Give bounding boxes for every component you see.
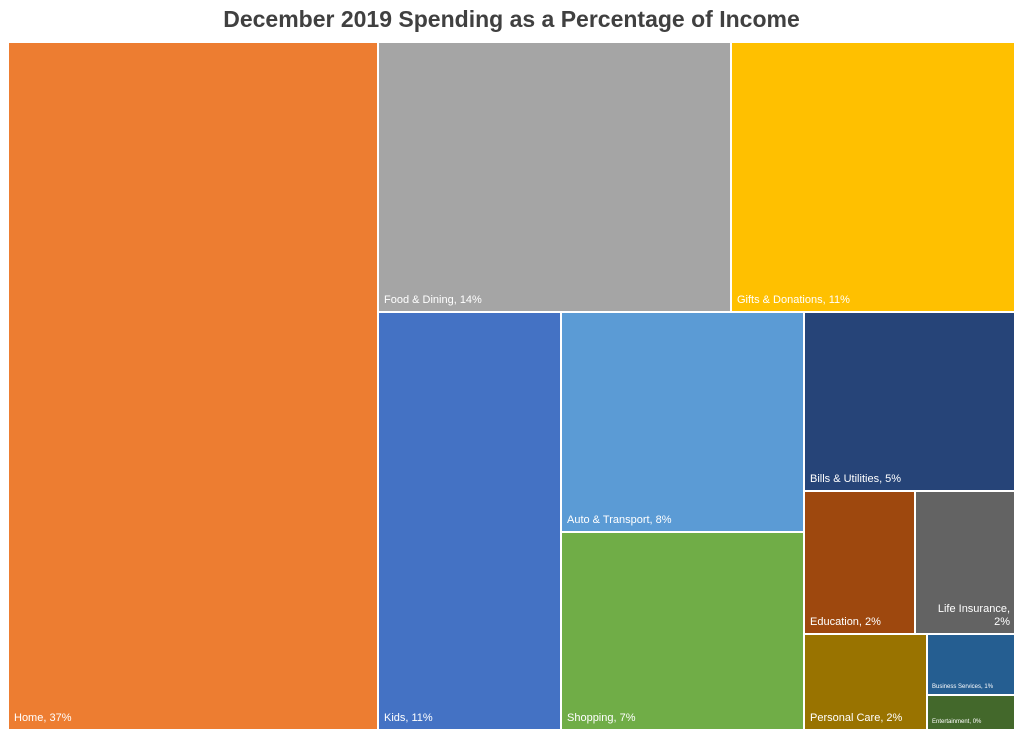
treemap-tile-business-services: Business Services, 1% [927,634,1015,695]
treemap-label-home: Home, 37% [14,712,72,724]
treemap-label-shopping: Shopping, 7% [567,712,636,724]
treemap-tile-kids: Kids, 11% [378,312,561,730]
treemap-label-business-services: Business Services, 1% [932,684,994,690]
treemap-label-food-dining: Food & Dining, 14% [384,294,482,306]
treemap-tile-gifts-donations: Gifts & Donations, 11% [731,42,1015,312]
treemap-label-gifts-donations: Gifts & Donations, 11% [737,294,850,306]
treemap-tile-personal-care: Personal Care, 2% [804,634,927,730]
treemap-label-bills-utilities: Bills & Utilities, 5% [810,473,902,485]
treemap-label-life-insurance: Life Insurance, 2% [937,603,1010,628]
treemap-label-entertainment: Entertainment, 0% [932,719,982,725]
treemap-tile-auto-transport: Auto & Transport, 8% [561,312,804,532]
treemap-tile-food-dining: Food & Dining, 14% [378,42,731,312]
treemap-label-education: Education, 2% [810,616,881,628]
treemap-label-personal-care: Personal Care, 2% [810,712,903,724]
treemap-tile-education: Education, 2% [804,491,915,634]
treemap-label-kids: Kids, 11% [384,712,433,724]
chart-title: December 2019 Spending as a Percentage o… [223,6,800,32]
treemap-tile-bills-utilities: Bills & Utilities, 5% [804,312,1015,491]
treemap-tile-shopping: Shopping, 7% [561,532,804,730]
treemap-label-auto-transport: Auto & Transport, 8% [567,514,672,526]
treemap-tile-home: Home, 37% [8,42,378,730]
treemap-tile-entertainment: Entertainment, 0% [927,695,1015,730]
treemap-tile-life-insurance: Life Insurance, 2% [915,491,1015,634]
